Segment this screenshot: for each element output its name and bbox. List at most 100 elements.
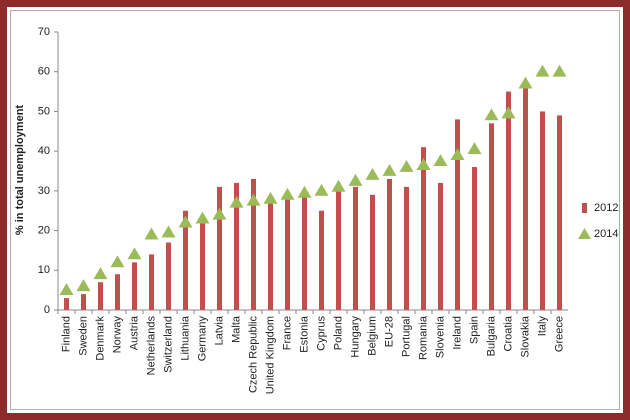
bar (387, 178, 392, 310)
bar (302, 194, 307, 310)
x-tick-label: Belgium (366, 316, 378, 356)
bar (234, 182, 239, 310)
x-tick-label: Lithuania (179, 315, 191, 361)
x-tick-label: Romania (417, 315, 429, 360)
x-tick-label: Denmark (94, 316, 106, 361)
x-tick-label: Austria (128, 315, 140, 350)
x-tick-label: Italy (536, 316, 548, 337)
bar (64, 298, 69, 310)
bar (251, 178, 256, 310)
x-tick-label: United Kingdom (264, 316, 276, 394)
marker (229, 195, 244, 208)
marker (76, 279, 91, 292)
x-tick-label: Spain (468, 316, 480, 344)
bar (455, 119, 460, 310)
y-tick-label: 20 (38, 224, 50, 236)
y-tick-label: 70 (38, 26, 50, 38)
x-tick-label: Cyprus (315, 316, 327, 351)
marker (552, 64, 567, 77)
x-tick-label: Poland (332, 316, 344, 350)
legend-swatch (582, 203, 587, 213)
marker (195, 211, 210, 224)
x-tick-label: Latvia (213, 315, 225, 345)
x-tick-label: Norway (111, 316, 123, 354)
marker (331, 179, 346, 192)
marker (161, 225, 176, 238)
x-tick-label: Czech Republic (247, 316, 259, 394)
bar (200, 222, 205, 310)
bar (540, 111, 545, 310)
marker (416, 158, 431, 170)
legend-swatch (578, 228, 591, 239)
legend-label: 2014 (594, 228, 618, 240)
x-tick-label: Finland (60, 316, 72, 352)
bar (438, 182, 443, 310)
y-tick-label: 30 (38, 185, 50, 197)
marker (110, 255, 125, 268)
marker (348, 173, 363, 186)
marker (93, 267, 108, 280)
marker (263, 191, 278, 204)
marker (365, 167, 380, 180)
bar (472, 167, 477, 310)
x-tick-label: Greece (553, 316, 565, 352)
x-tick-label: Malta (230, 315, 242, 343)
x-tick-label: Estonia (298, 315, 310, 353)
bar (132, 262, 137, 310)
marker (127, 247, 142, 260)
bar (183, 210, 188, 310)
bar (217, 186, 222, 310)
y-tick-label: 10 (38, 264, 50, 276)
x-tick-label: Slovenia (434, 315, 446, 358)
bar (115, 274, 120, 310)
x-tick-label: Ireland (451, 316, 463, 350)
y-tick-label: 0 (44, 304, 50, 316)
inner-frame (10, 10, 620, 410)
bar (370, 194, 375, 310)
bar (319, 210, 324, 310)
bar (268, 202, 273, 310)
bar (421, 147, 426, 310)
marker (144, 227, 159, 240)
x-tick-label: Bulgaria (485, 315, 497, 356)
marker (518, 76, 533, 89)
y-tick-label: 40 (38, 145, 50, 157)
legend-label: 2012 (594, 202, 618, 214)
bar (285, 198, 290, 310)
marker (467, 142, 482, 155)
x-tick-label: Croatia (502, 315, 514, 351)
y-tick-label: 50 (38, 105, 50, 117)
x-tick-label: EU-28 (383, 316, 395, 347)
x-tick-label: Netherlands (145, 316, 157, 376)
marker (59, 283, 74, 296)
bar (81, 294, 86, 310)
bar (336, 190, 341, 310)
x-tick-label: Sweden (77, 316, 89, 356)
marker (297, 185, 312, 198)
x-tick-label: Hungary (349, 316, 361, 358)
marker (314, 183, 329, 196)
bar (149, 254, 154, 310)
marker (535, 64, 550, 77)
y-axis-label: % in total unemployment (14, 105, 26, 236)
y-tick-label: 60 (38, 66, 50, 78)
marker (178, 215, 193, 228)
marker (433, 154, 448, 166)
x-tick-label: Germany (196, 316, 208, 362)
marker (484, 108, 499, 121)
marker (399, 160, 414, 172)
marker (382, 164, 397, 176)
bar (489, 123, 494, 310)
bar (404, 186, 409, 310)
x-tick-label: Portugal (400, 316, 412, 357)
marker (212, 207, 227, 220)
marker (246, 193, 261, 206)
bar (166, 242, 171, 310)
x-tick-label: France (281, 316, 293, 350)
marker (280, 187, 295, 200)
x-tick-label: Switzerland (162, 316, 174, 373)
marker (450, 148, 465, 161)
x-tick-label: Slovakia (519, 315, 531, 357)
